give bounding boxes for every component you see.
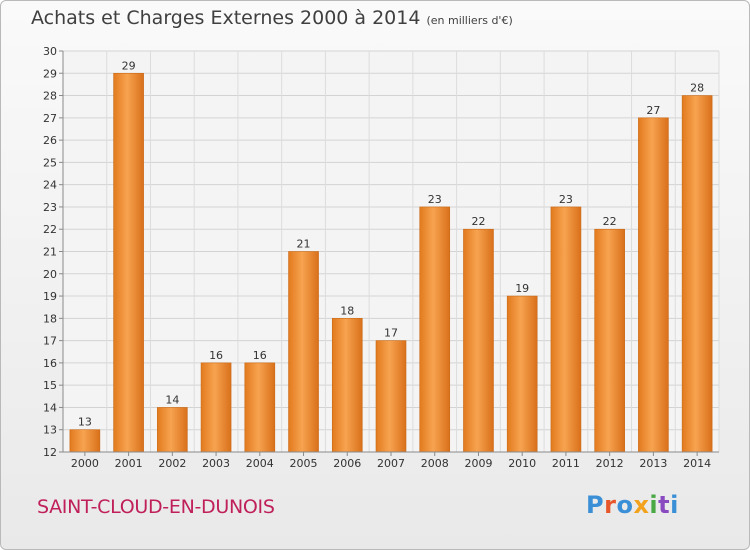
- logo-letter: r: [604, 491, 617, 519]
- x-tick-label: 2012: [596, 457, 624, 470]
- bar-value-label: 14: [165, 393, 179, 406]
- chart-title-block: Achats et Charges Externes 2000 à 2014 (e…: [31, 7, 513, 29]
- bar-value-label: 22: [603, 215, 617, 228]
- bar-value-label: 28: [690, 82, 704, 95]
- x-tick-label: 2013: [639, 457, 667, 470]
- logo-letter: P: [586, 491, 605, 519]
- y-tick-label: 15: [43, 379, 57, 392]
- axes: 12 13 14 15 16 17 18 19 20 21 22 23 24 25 26 27 28 29 30 20…: [43, 45, 719, 470]
- y-tick-label: 27: [43, 112, 57, 125]
- y-tick-label: 14: [43, 401, 57, 414]
- y-tick-label: 22: [43, 223, 57, 236]
- y-tick-label: 16: [43, 357, 57, 370]
- x-tick-label: 2011: [552, 457, 580, 470]
- commune-name: SAINT-CLOUD-EN-DUNOIS: [37, 496, 275, 518]
- y-tick-label: 21: [43, 246, 57, 259]
- bar: [506, 295, 538, 453]
- y-tick-label: 26: [43, 134, 57, 147]
- bar: [200, 362, 232, 453]
- bar-value-label: 13: [78, 416, 92, 429]
- bar: [157, 407, 188, 453]
- bar-value-label: 23: [428, 193, 442, 206]
- bar-value-label: 27: [646, 104, 660, 117]
- bar: [550, 206, 582, 453]
- y-tick-label: 12: [43, 446, 57, 459]
- x-tick-label: 2000: [71, 457, 99, 470]
- bar: [419, 206, 451, 453]
- logo-letter: o: [616, 491, 634, 519]
- x-tick-label: 2004: [246, 457, 274, 470]
- y-tick-label: 18: [43, 312, 57, 325]
- x-tick-label: 2009: [464, 457, 492, 470]
- chart-subtitle: (en milliers d'€): [426, 14, 513, 27]
- bar-value-label: 16: [209, 349, 223, 362]
- y-tick-label: 29: [43, 67, 57, 80]
- y-tick-label: 23: [43, 201, 57, 214]
- chart-title: Achats et Charges Externes 2000 à 2014: [31, 7, 421, 29]
- bar-value-label: 17: [384, 327, 398, 340]
- bar: [681, 95, 713, 453]
- bar-value-label: 18: [340, 304, 354, 317]
- proxiti-logo[interactable]: Proxiti: [586, 491, 679, 519]
- y-tick-label: 13: [43, 424, 57, 437]
- bar: [463, 228, 494, 453]
- bar-value-label: 22: [471, 215, 485, 228]
- y-tick-label: 19: [43, 290, 57, 303]
- y-tick-label: 28: [43, 90, 57, 103]
- bar: [375, 340, 407, 453]
- bar-value-label: 29: [122, 59, 136, 72]
- x-tick-label: 2014: [683, 457, 711, 470]
- bar: [244, 362, 276, 453]
- logo-letter: x: [633, 491, 650, 519]
- x-tick-label: 2005: [290, 457, 318, 470]
- logo-letter: i: [670, 491, 679, 519]
- bar: [113, 72, 144, 453]
- x-tick-label: 2002: [158, 457, 186, 470]
- bar: [288, 251, 319, 453]
- x-tick-label: 2003: [202, 457, 230, 470]
- logo-letter: t: [658, 491, 671, 519]
- bar: [69, 429, 101, 453]
- y-tick-label: 20: [43, 268, 57, 281]
- x-tick-label: 2006: [333, 457, 361, 470]
- bar-value-label: 16: [253, 349, 267, 362]
- bar-value-label: 23: [559, 193, 573, 206]
- x-tick-label: 2001: [115, 457, 143, 470]
- bar: [331, 318, 363, 453]
- y-tick-label: 25: [43, 156, 57, 169]
- x-tick-label: 2008: [421, 457, 449, 470]
- bar-value-label: 21: [297, 238, 311, 251]
- logo-letter: i: [649, 491, 659, 519]
- y-tick-label: 24: [43, 179, 57, 192]
- y-tick-label: 17: [43, 335, 57, 348]
- bar-value-label: 19: [515, 282, 529, 295]
- bar: [638, 117, 669, 453]
- bars: 13 29 14 16 16 21 18 17 23 22 19 23 22 27 28: [69, 59, 713, 453]
- y-tick-label: 30: [43, 45, 57, 58]
- x-tick-label: 2007: [377, 457, 405, 470]
- x-tick-label: 2010: [508, 457, 536, 470]
- bar: [594, 228, 625, 453]
